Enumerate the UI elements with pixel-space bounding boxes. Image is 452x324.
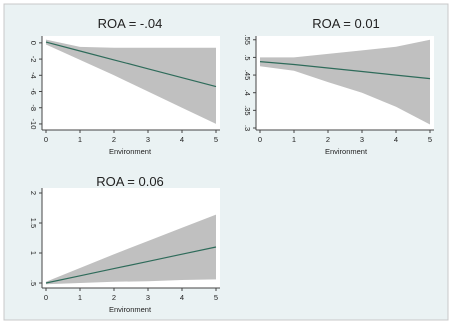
confidence-band [46, 39, 216, 124]
x-tick-label: 2 [112, 293, 116, 302]
y-tick-label: .5 [243, 54, 252, 60]
panel-roa-001: ROA = 0.01 0 1 2 3 4 5 .55 .5 .45 .4 .35 .3 Enviro… [243, 16, 434, 156]
y-ticks: 0 -2 -4 -6 -8 -10 [29, 41, 42, 130]
x-tick-label: 2 [326, 135, 330, 144]
y-tick-label: -2 [29, 56, 38, 63]
x-axis-label: Environment [109, 305, 152, 314]
x-tick-label: 3 [360, 135, 364, 144]
estimate-line [259, 61, 431, 80]
estimate-line [45, 41, 217, 88]
y-tick-label: .55 [243, 35, 252, 45]
y-tick-label: 1 [29, 251, 38, 255]
x-ticks: 0 1 2 3 4 5 [44, 288, 218, 302]
x-ticks: 0 1 2 3 4 5 [44, 130, 218, 144]
panel-roa-006: ROA = 0.06 0 1 2 3 4 5 .5 1 1.5 2 Environment [29, 174, 220, 314]
panel-title: ROA = 0.06 [96, 174, 164, 189]
y-tick-label: .4 [243, 90, 252, 96]
x-axis-label: Environment [109, 147, 152, 156]
y-tick-label: 1.5 [29, 218, 38, 228]
y-ticks: .5 1 1.5 2 [29, 191, 42, 286]
x-tick-label: 1 [78, 293, 82, 302]
confidence-band [260, 39, 430, 125]
x-tick-label: 3 [146, 135, 150, 144]
x-tick-label: 5 [214, 293, 218, 302]
y-tick-label: .5 [29, 280, 38, 286]
x-axis-label: Environment [325, 147, 368, 156]
y-tick-label: -8 [29, 104, 38, 111]
x-tick-label: 0 [44, 293, 48, 302]
x-tick-label: 1 [292, 135, 296, 144]
x-tick-label: 4 [180, 135, 184, 144]
panel-roa-neg04: ROA = -.04 0 1 2 3 4 5 0 -2 -4 -6 -8 -10 Environme… [29, 16, 220, 156]
panel-title: ROA = 0.01 [312, 16, 380, 31]
x-tick-label: 4 [180, 293, 184, 302]
y-tick-label: -10 [29, 119, 38, 130]
x-ticks: 0 1 2 3 4 5 [258, 130, 432, 144]
x-tick-label: 2 [112, 135, 116, 144]
x-tick-label: 3 [146, 293, 150, 302]
y-tick-label: 0 [29, 41, 38, 45]
panel-title: ROA = -.04 [98, 16, 163, 31]
confidence-band [46, 214, 216, 285]
y-tick-label: .3 [243, 125, 252, 131]
estimate-line [45, 246, 217, 284]
y-tick-label: 2 [29, 191, 38, 195]
x-tick-label: 4 [394, 135, 398, 144]
y-tick-label: .45 [243, 70, 252, 80]
x-tick-label: 5 [428, 135, 432, 144]
x-tick-label: 0 [258, 135, 262, 144]
x-tick-label: 0 [44, 135, 48, 144]
x-tick-label: 1 [78, 135, 82, 144]
y-ticks: .55 .5 .45 .4 .35 .3 [243, 35, 256, 131]
y-tick-label: .35 [243, 105, 252, 115]
x-tick-label: 5 [214, 135, 218, 144]
y-tick-label: -6 [29, 88, 38, 95]
y-tick-label: -4 [29, 72, 38, 79]
